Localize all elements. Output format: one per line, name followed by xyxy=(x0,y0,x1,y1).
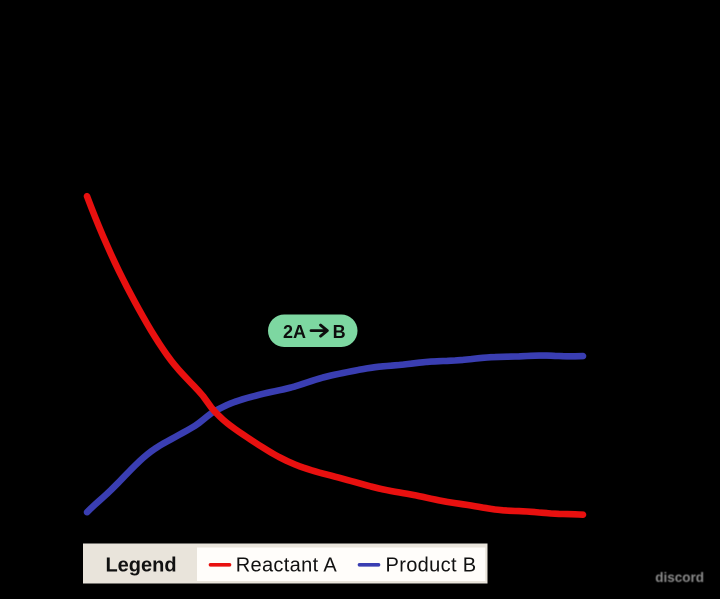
svg-text:Product B: Product B xyxy=(386,555,477,577)
svg-text:Legend: Legend xyxy=(105,555,176,577)
svg-text:2A: 2A xyxy=(283,322,306,342)
svg-text:B: B xyxy=(333,322,346,342)
svg-text:discord: discord xyxy=(655,570,704,585)
svg-text:Reactant A: Reactant A xyxy=(236,555,338,577)
